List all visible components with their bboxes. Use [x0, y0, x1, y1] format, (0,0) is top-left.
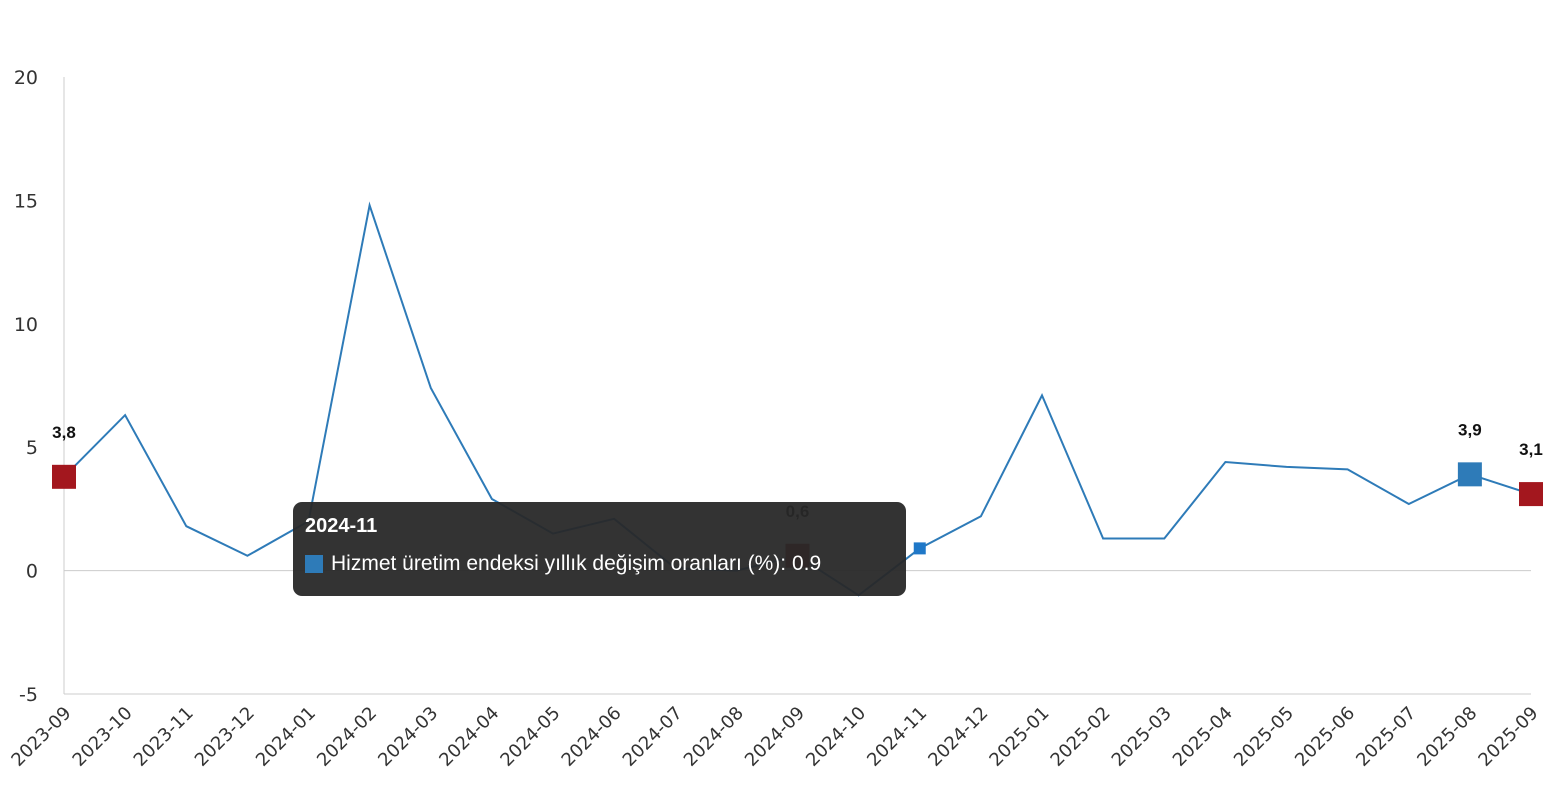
- x-tick-label: 2024-01: [252, 703, 320, 771]
- hover-marker[interactable]: [913, 542, 926, 555]
- x-axis-tick-labels: 2023-092023-102023-112023-122024-012024-…: [7, 703, 1542, 771]
- data-label: 3,9: [1458, 420, 1482, 439]
- y-tick-label: 10: [14, 314, 38, 336]
- tooltip-row: Hizmet üretim endeksi yıllık değişim ora…: [305, 552, 894, 576]
- x-tick-label: 2025-06: [1291, 703, 1359, 771]
- y-tick-label: 0: [26, 561, 38, 583]
- hover-marker-group[interactable]: [913, 542, 926, 555]
- tooltip-series-swatch: [305, 555, 323, 573]
- y-tick-label: 15: [14, 190, 38, 212]
- data-label: 3,1: [1519, 440, 1543, 459]
- x-tick-label: 2025-07: [1352, 703, 1420, 771]
- x-tick-label: 2024-02: [313, 703, 381, 771]
- y-tick-label: -5: [19, 684, 38, 706]
- x-tick-label: 2025-03: [1108, 703, 1176, 771]
- x-tick-label: 2024-05: [496, 703, 564, 771]
- x-tick-label: 2024-09: [741, 703, 809, 771]
- highlight-marker[interactable]: [1519, 482, 1543, 507]
- data-label: 3,8: [52, 423, 76, 442]
- x-tick-label: 2023-10: [69, 703, 137, 771]
- y-tick-label: 20: [14, 67, 38, 89]
- y-tick-label: 5: [26, 437, 38, 459]
- x-tick-label: 2025-05: [1230, 703, 1298, 771]
- x-tick-label: 2025-04: [1169, 703, 1237, 771]
- x-tick-label: 2024-12: [924, 703, 992, 771]
- x-tick-label: 2024-11: [863, 703, 931, 771]
- x-tick-label: 2024-08: [680, 703, 748, 771]
- highlight-marker[interactable]: [52, 464, 76, 489]
- x-tick-label: 2024-04: [435, 703, 503, 771]
- x-tick-label: 2025-09: [1474, 703, 1542, 771]
- x-tick-label: 2025-02: [1047, 703, 1115, 771]
- x-tick-label: 2025-01: [985, 703, 1053, 771]
- x-tick-label: 2023-09: [7, 703, 75, 771]
- tooltip-separator: :: [780, 552, 792, 575]
- x-tick-label: 2024-07: [619, 703, 687, 771]
- axes: [63, 77, 1531, 695]
- y-axis-tick-labels: -5 0 5 10 15 20: [14, 67, 38, 706]
- tooltip-title: 2024-11: [305, 515, 378, 537]
- x-tick-label: 2025-08: [1413, 703, 1481, 771]
- tooltip-value: 0.9: [791, 552, 822, 575]
- tooltip: 2024-11 Hizmet üretim endeksi yıllık değ…: [293, 502, 906, 596]
- highlight-marker[interactable]: [1457, 462, 1482, 487]
- x-tick-label: 2024-10: [802, 703, 870, 771]
- x-tick-label: 2023-11: [130, 703, 198, 771]
- x-tick-label: 2023-12: [191, 703, 259, 771]
- x-tick-label: 2024-03: [374, 703, 442, 771]
- x-tick-label: 2024-06: [558, 703, 626, 771]
- tooltip-series-name: Hizmet üretim endeksi yıllık değişim ora…: [331, 552, 781, 575]
